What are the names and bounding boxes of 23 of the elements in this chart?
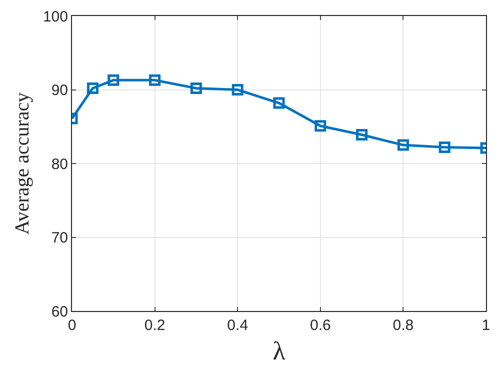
point [149,74,161,86]
x-tick-label: 1 [482,317,490,334]
point [314,120,326,132]
x-axis-title: λ [272,336,286,366]
point [438,142,450,154]
x-tick-label: 0.6 [310,317,331,334]
y-tick-label: 100 [42,8,68,26]
y-tick-label: 60 [51,303,68,320]
point [86,82,98,94]
point [232,84,244,96]
y-tick-label: 90 [51,82,68,99]
x-tick-label: 0.8 [392,317,414,334]
x-tick-label: 0 [68,317,76,334]
point [397,139,409,151]
point [108,74,120,86]
x-tick-label: 0.2 [144,317,166,334]
x-tick-label: 0.4 [227,317,248,334]
point [273,97,285,109]
point [190,82,202,94]
y-tick-label: 80 [51,156,68,173]
point [356,128,368,140]
y-tick-label: 70 [51,230,68,246]
y-axis-title: Average accuracy [11,92,34,235]
